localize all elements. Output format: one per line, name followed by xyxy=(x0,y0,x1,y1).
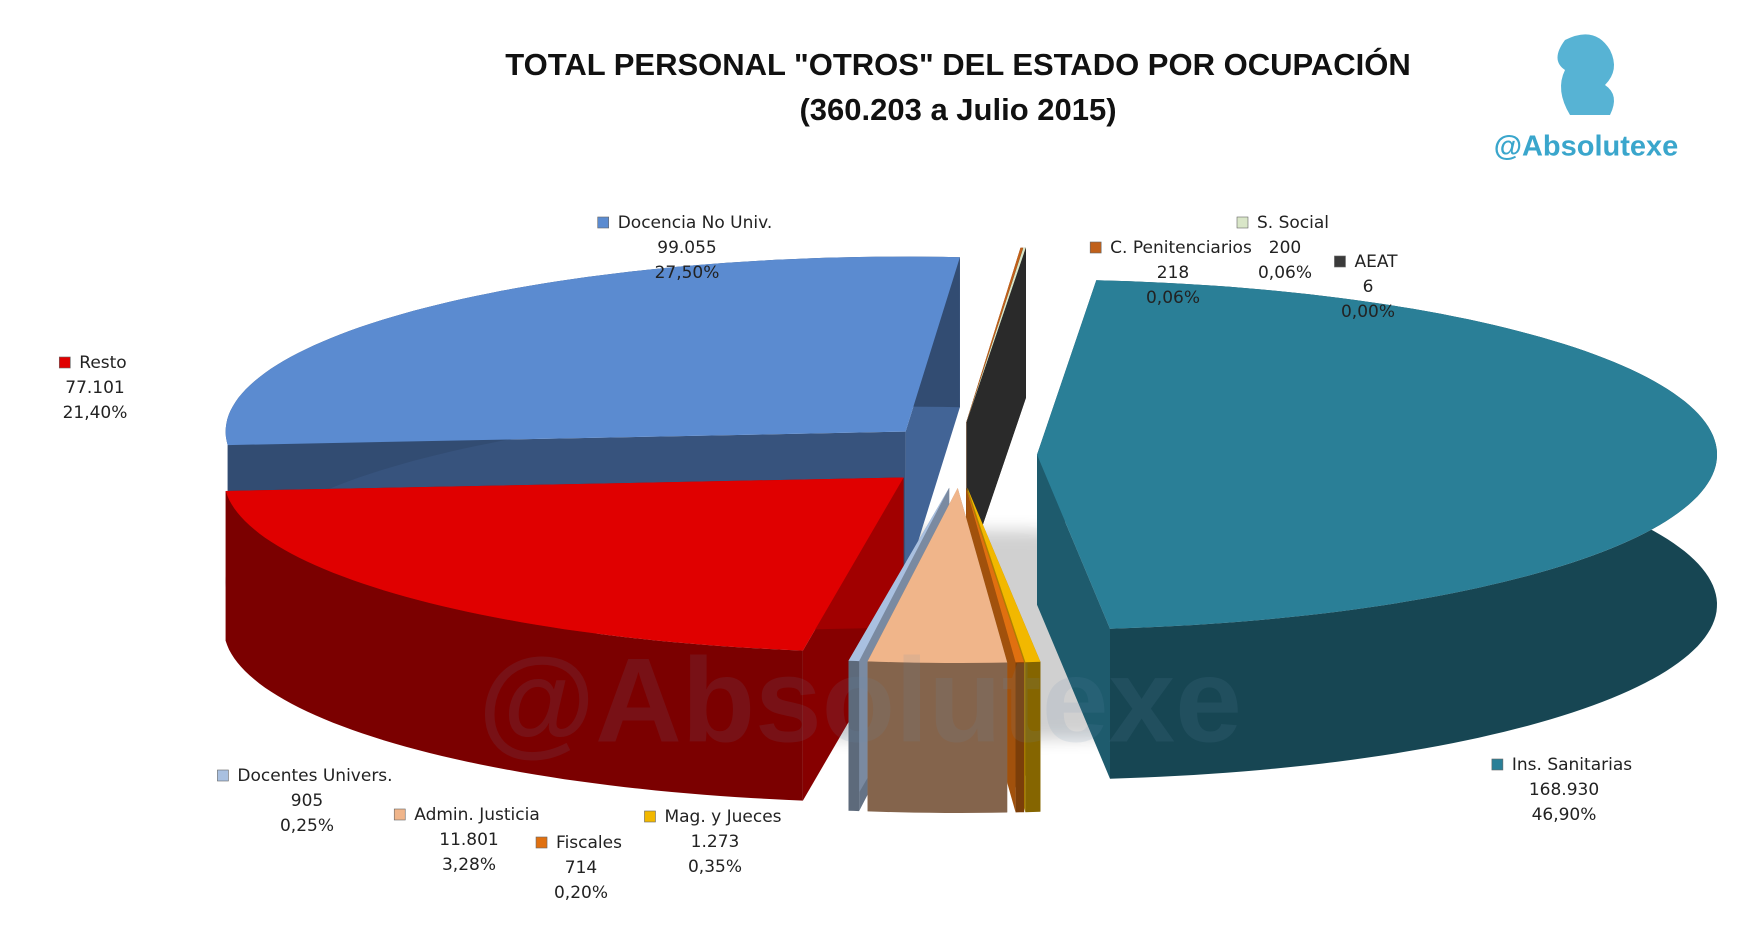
value-label: 1.273 xyxy=(691,832,740,852)
category-label: Mag. y Jueces xyxy=(664,807,781,827)
legend-swatch xyxy=(58,356,71,369)
slice-wall xyxy=(1025,661,1041,813)
percentage-label: 0,20% xyxy=(554,883,608,903)
chart-subtitle: (360.203 a Julio 2015) xyxy=(799,92,1116,127)
legend-swatch xyxy=(597,216,610,229)
percentage-label: 0,00% xyxy=(1341,302,1395,322)
slice-wall xyxy=(848,660,860,812)
slice-top xyxy=(966,247,1026,423)
legend-swatch xyxy=(1236,216,1249,229)
value-label: 168.930 xyxy=(1529,780,1599,800)
value-label: 714 xyxy=(565,858,597,878)
legend-swatch xyxy=(1491,758,1504,771)
value-label: 11.801 xyxy=(439,830,498,850)
legend-swatch xyxy=(1089,241,1102,254)
slice-side xyxy=(1037,454,1110,779)
watermark: @Absolutexe xyxy=(478,634,1242,768)
category-label: Fiscales xyxy=(556,833,622,853)
slice-top xyxy=(1037,280,1717,629)
value-label: 99.055 xyxy=(657,238,716,258)
slice-top xyxy=(867,488,1008,663)
slice-wall xyxy=(867,661,1008,813)
legend-swatch xyxy=(393,808,406,821)
chart-title: TOTAL PERSONAL "OTROS" DEL ESTADO POR OC… xyxy=(505,46,1411,82)
category-label: AEAT xyxy=(1354,252,1398,272)
value-label: 6 xyxy=(1363,277,1374,297)
legend-swatch xyxy=(217,769,229,782)
percentage-label: 3,28% xyxy=(442,855,496,875)
slice-top xyxy=(225,477,904,651)
logo-text: @Absolutexe xyxy=(1494,131,1679,163)
slice-side xyxy=(966,247,1026,573)
category-label: Docentes Univers. xyxy=(237,766,392,786)
slice-top xyxy=(967,487,1041,663)
logo-icon xyxy=(1557,34,1614,115)
category-label: Resto xyxy=(79,353,126,373)
percentage-label: 46,90% xyxy=(1532,805,1597,825)
category-label: S. Social xyxy=(1257,213,1329,233)
slice-top xyxy=(966,247,1026,423)
slice-wall xyxy=(225,491,803,801)
pie xyxy=(225,247,1717,813)
value-label: 200 xyxy=(1269,238,1301,258)
slice-top xyxy=(848,487,950,662)
percentage-label: 21,40% xyxy=(63,403,128,423)
legend-swatch xyxy=(1334,255,1346,268)
value-label: 905 xyxy=(291,791,323,811)
category-label: Admin. Justicia xyxy=(414,805,540,825)
category-label: Ins. Sanitarias xyxy=(1512,755,1632,775)
percentage-label: 0,35% xyxy=(688,857,742,877)
labels: Ins. Sanitarias 168.930 46,90% Mag. y Juece… xyxy=(58,213,1632,903)
percentage-label: 0,06% xyxy=(1258,263,1312,283)
value-label: 218 xyxy=(1157,263,1189,283)
legend-swatch xyxy=(644,810,656,823)
slice-top xyxy=(966,247,1024,423)
slice-wall xyxy=(1015,662,1025,813)
percentage-label: 27,50% xyxy=(655,263,720,283)
slice-top xyxy=(225,256,960,446)
percentage-label: 0,06% xyxy=(1146,288,1200,308)
category-label: C. Penitenciarios xyxy=(1110,238,1252,258)
legend-swatch xyxy=(535,836,548,849)
category-label: Docencia No Univ. xyxy=(618,213,773,233)
value-label: 77.101 xyxy=(65,378,124,398)
percentage-label: 0,25% xyxy=(280,816,334,836)
logo: @Absolutexe xyxy=(1494,34,1679,163)
slice-top xyxy=(966,487,1025,663)
